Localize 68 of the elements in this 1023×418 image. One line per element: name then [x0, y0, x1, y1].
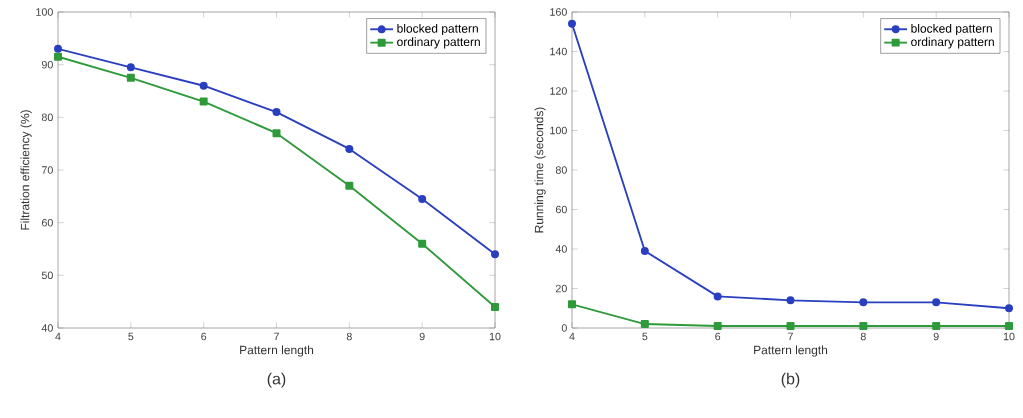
x-axis-title: Pattern length [240, 345, 314, 357]
point [713, 322, 722, 331]
y-tick-label: 90 [41, 60, 53, 69]
y-tick-label: 80 [41, 113, 53, 122]
x-tick-label: 4 [569, 332, 575, 341]
x-tick-label: 10 [1003, 332, 1015, 341]
y-tick-label: 100 [550, 126, 567, 135]
y-tick-label: 60 [555, 205, 567, 214]
y-tick-label: 80 [555, 166, 567, 174]
point [859, 322, 868, 331]
point [713, 292, 722, 301]
point [932, 298, 941, 307]
point [272, 129, 281, 138]
x-tick-label: 5 [642, 332, 648, 341]
point [345, 181, 354, 190]
point [126, 63, 135, 72]
y-tick-label: 20 [555, 284, 567, 293]
legend-label: ordinary pattern [397, 37, 480, 49]
point [640, 320, 649, 329]
x-tick-label: 7 [274, 332, 279, 341]
point [54, 44, 63, 53]
x-tick-label: 4 [55, 332, 61, 341]
y-tick-label: 0 [561, 324, 567, 332]
y-tick-label: 60 [41, 218, 53, 227]
point [272, 108, 281, 117]
x-tick-label: 10 [489, 332, 501, 341]
x-axis-title: Pattern length [754, 345, 828, 357]
point [932, 322, 941, 331]
legend-label: ordinary pattern [911, 37, 994, 49]
point [54, 52, 63, 61]
x-tick-label: 8 [346, 332, 352, 341]
point [568, 19, 577, 28]
point [1005, 322, 1014, 331]
y-tick-label: 140 [550, 47, 567, 56]
y-tick-label: 50 [41, 271, 53, 280]
y-tick-label: 40 [41, 324, 53, 332]
x-tick-label: 9 [933, 332, 939, 341]
point [786, 296, 795, 305]
point [418, 239, 427, 248]
y-axis-title: Running time (seconds) [534, 107, 546, 233]
y-tick-label: 40 [555, 245, 567, 253]
y-axis-title: Filtration efficiency (%) [20, 110, 32, 230]
point [859, 298, 868, 307]
x-tick-label: 8 [860, 332, 866, 341]
x-tick-label: 9 [419, 332, 425, 341]
point [345, 144, 354, 153]
x-tick-label: 6 [715, 332, 721, 341]
y-tick-label: 160 [550, 8, 567, 16]
text: (a) [267, 372, 286, 388]
point [126, 73, 135, 82]
x-tick-label: 5 [128, 332, 134, 341]
point [199, 97, 208, 106]
text: (b) [781, 372, 800, 388]
y-tick-label: 120 [550, 87, 567, 95]
point [1005, 304, 1014, 313]
point [418, 194, 427, 203]
point [491, 302, 500, 311]
x-tick-label: 7 [788, 332, 793, 341]
legend-label: blocked pattern [397, 23, 478, 36]
point [640, 246, 649, 255]
point [568, 300, 577, 309]
point [491, 250, 500, 259]
point [786, 322, 795, 331]
legend-label: blocked pattern [911, 23, 992, 36]
y-tick-label: 100 [36, 8, 53, 16]
x-tick-label: 6 [201, 332, 207, 341]
point [199, 81, 208, 90]
y-tick-label: 70 [41, 166, 53, 174]
